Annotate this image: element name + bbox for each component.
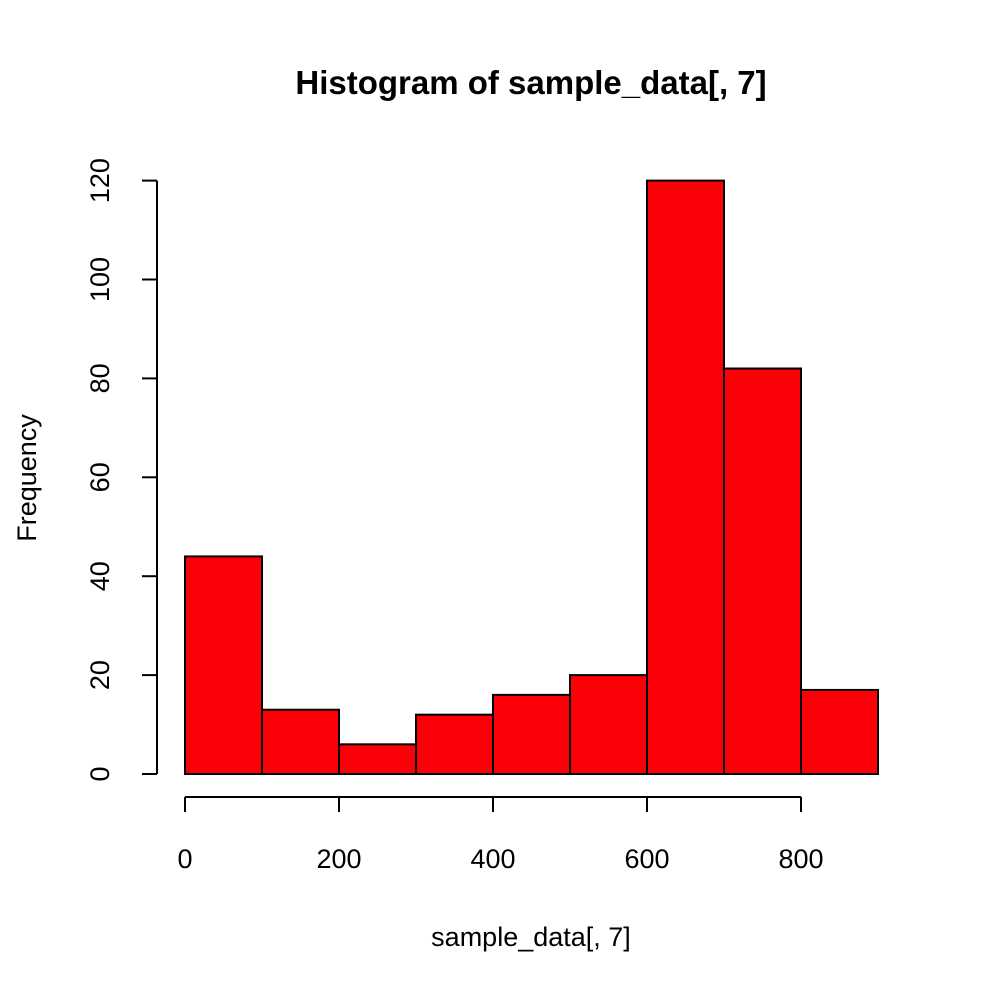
x-tick-label: 0 [177,844,192,874]
histogram-bar [184,555,263,775]
histogram-bar [492,693,571,776]
histogram-bar [646,179,725,776]
y-tick-label: 0 [85,766,115,781]
y-tick-label: 40 [85,561,115,591]
chart-title: Histogram of sample_data[, 7] [295,64,766,101]
y-tick-label: 60 [85,462,115,492]
y-tick-label: 20 [85,660,115,690]
x-axis: 0 200 400 600 800 [177,796,824,874]
histogram-bar [415,713,494,775]
y-tick-label: 100 [85,257,115,302]
x-tick-label: 400 [470,844,515,874]
x-tick-label: 600 [624,844,669,874]
y-axis-label: Frequency [12,414,42,542]
x-tick-label: 200 [316,844,361,874]
histogram-bars [184,179,879,776]
histogram-bar [261,708,340,776]
histogram-bar [800,688,879,775]
histogram-bar [338,743,417,776]
histogram-bar [569,674,648,775]
y-tick-label: 120 [85,158,115,203]
y-tick-label: 80 [85,363,115,393]
histogram-bar [723,367,802,775]
x-axis-label: sample_data[, 7] [431,922,631,952]
x-tick-label: 800 [778,844,823,874]
y-axis: 0 20 40 60 80 100 120 [85,158,158,782]
